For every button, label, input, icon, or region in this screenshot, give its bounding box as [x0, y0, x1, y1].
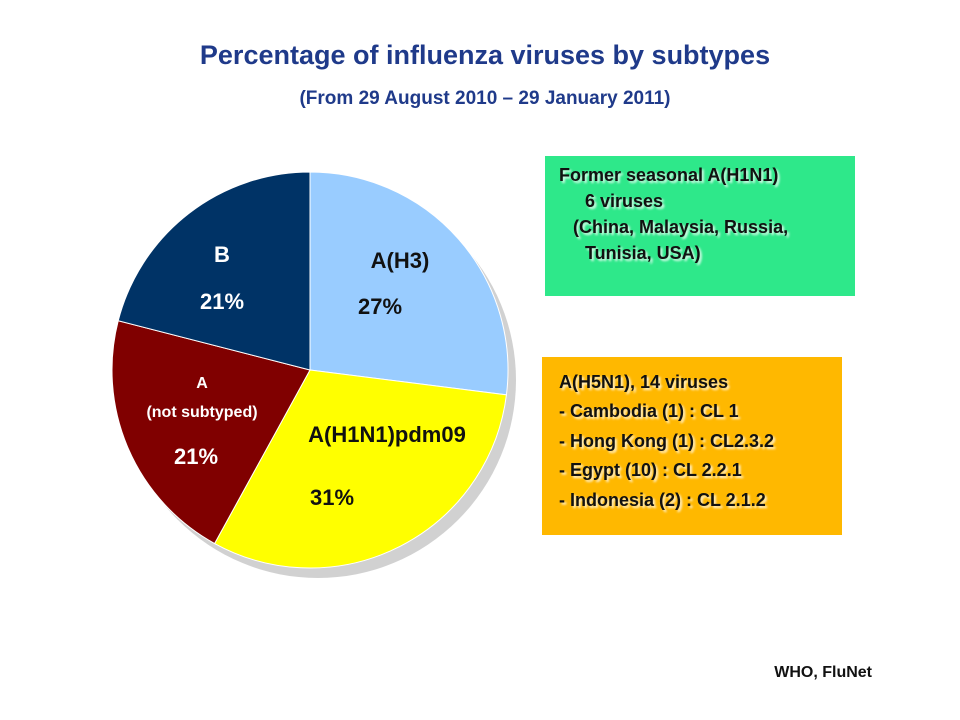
pie-label-a-not-subtyped-1: A — [196, 375, 208, 392]
h5n1-line-5: - Indonesia (2) : CL 2.1.2 — [559, 490, 766, 510]
pie-label-a-not-subtyped-2: (not subtyped) — [146, 404, 257, 421]
pie-slice-a-h3 — [309, 171, 509, 396]
h5n1-line-4: - Egypt (10) : CL 2.2.1 — [559, 460, 742, 480]
pie-slice-b — [117, 171, 311, 371]
pie-label-b: B — [214, 242, 230, 267]
former-seasonal-line-2: 6 viruses — [585, 191, 664, 211]
chart-subtitle: (From 29 August 2010 – 29 January 2011) — [299, 88, 671, 109]
h5n1-line-1: A(H5N1), 14 viruses — [559, 372, 729, 392]
former-seasonal-line-3: (China, Malaysia, Russia, — [573, 217, 789, 237]
former-seasonal-line-1: Former seasonal A(H1N1) — [559, 165, 779, 185]
former-seasonal-line-4: Tunisia, USA) — [585, 243, 701, 263]
source-note: WHO, FluNet — [774, 664, 872, 681]
pie-label-a-h1n1-pdm09: A(H1N1)pdm09 — [308, 422, 466, 447]
pie-slice-a-h1n1-pdm09 — [213, 369, 507, 569]
pie-value-b: 21% — [200, 289, 244, 314]
pie-value-a-h1n1-pdm09: 31% — [310, 485, 354, 510]
h5n1-box: A(H5N1), 14 viruses - Cambodia (1) : CL … — [542, 357, 842, 535]
h5n1-line-3: - Hong Kong (1) : CL2.3.2 — [559, 431, 774, 451]
pie-value-a-h3: 27% — [358, 294, 402, 319]
pie-label-a-h3: A(H3) — [371, 248, 430, 273]
h5n1-line-2: - Cambodia (1) : CL 1 — [559, 401, 739, 421]
chart-title: Percentage of influenza viruses by subty… — [199, 40, 771, 70]
pie-value-a-not-subtyped: 21% — [174, 444, 218, 469]
pie-slice-a-not-subtyped — [111, 320, 311, 545]
former-seasonal-h1n1-box: Former seasonal A(H1N1) 6 viruses (China… — [545, 156, 855, 296]
